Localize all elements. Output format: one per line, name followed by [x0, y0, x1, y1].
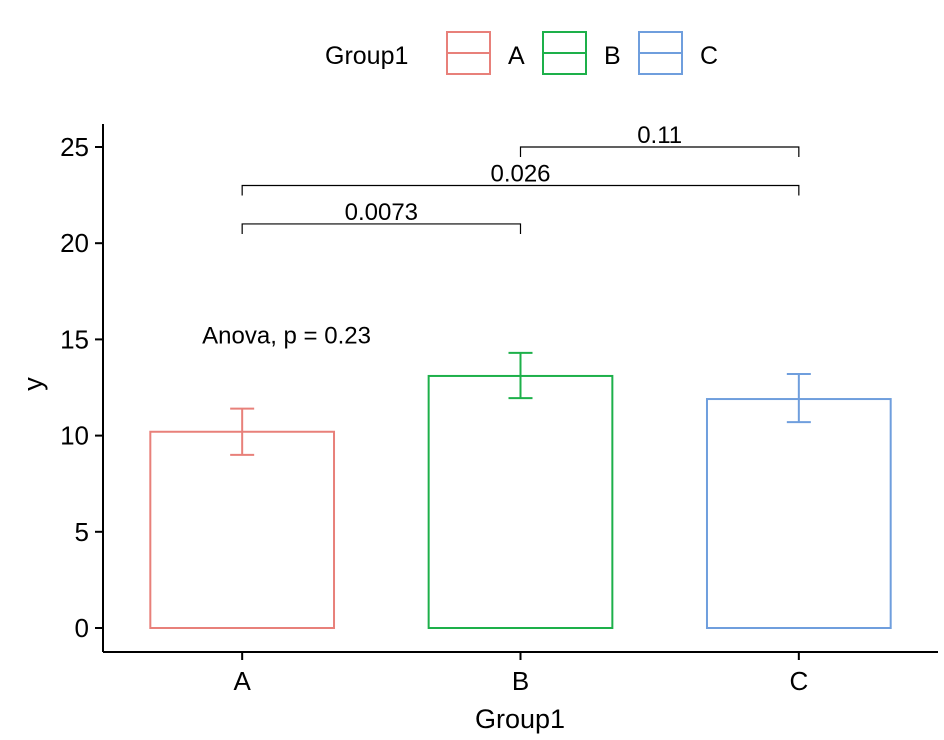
anova-annotation: Anova, p = 0.23 — [202, 323, 371, 350]
x-tick-label: B — [512, 666, 529, 696]
bars — [149, 374, 892, 630]
bar-c — [705, 398, 892, 629]
y-axis-title: y — [18, 377, 48, 391]
x-axis-title: Group1 — [475, 704, 565, 734]
y-tick-label: 5 — [75, 517, 89, 547]
x-axis: A B C — [103, 651, 938, 696]
error-bars — [230, 351, 811, 456]
errorbar-c — [786, 373, 811, 424]
legend: Group1 A B C — [325, 31, 718, 75]
errorbar-b — [508, 351, 533, 400]
bracket-line — [519, 146, 800, 157]
bracket-p-value: 0.11 — [637, 122, 682, 149]
legend-label: A — [508, 42, 525, 70]
y-tick-label: 10 — [60, 421, 89, 451]
bracket-p-value: 0.0073 — [345, 199, 418, 226]
legend-label: B — [604, 42, 621, 70]
bar-a — [149, 430, 336, 630]
legend-item-a: A — [446, 31, 525, 75]
comparison-bracket: 0.026 — [241, 160, 800, 196]
comparison-bracket: 0.11 — [519, 122, 800, 157]
legend-label: C — [700, 42, 718, 70]
y-tick-label: 20 — [60, 228, 89, 258]
y-tick-label: 0 — [75, 613, 89, 643]
comparison-bracket: 0.0073 — [241, 199, 522, 234]
comparison-brackets: 0.0073 0.026 0.11 — [241, 122, 800, 234]
legend-item-b: B — [542, 31, 621, 75]
y-axis: 0 5 10 15 20 25 — [60, 124, 104, 652]
bar-b — [427, 374, 614, 629]
legend-title: Group1 — [325, 42, 408, 70]
legend-item-c: C — [638, 31, 718, 75]
bracket-line — [241, 223, 522, 234]
y-tick-label: 25 — [60, 132, 89, 162]
bracket-line — [241, 184, 800, 196]
y-tick-label: 15 — [60, 324, 89, 354]
x-tick-label: C — [789, 666, 808, 696]
x-tick-label: A — [233, 666, 251, 696]
bracket-p-value: 0.026 — [490, 160, 550, 187]
errorbar-a — [230, 407, 255, 456]
